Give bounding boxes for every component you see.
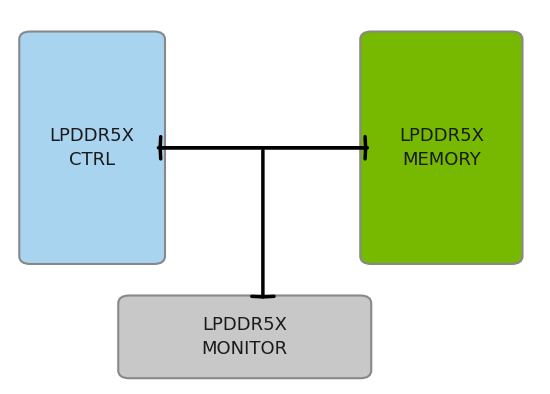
Text: LPDDR5X
CTRL: LPDDR5X CTRL: [50, 127, 135, 169]
Text: LPDDR5X
MONITOR: LPDDR5X MONITOR: [202, 316, 288, 358]
FancyBboxPatch shape: [118, 296, 371, 378]
FancyBboxPatch shape: [360, 32, 522, 264]
FancyBboxPatch shape: [19, 32, 165, 264]
Text: LPDDR5X
MEMORY: LPDDR5X MEMORY: [399, 127, 484, 169]
